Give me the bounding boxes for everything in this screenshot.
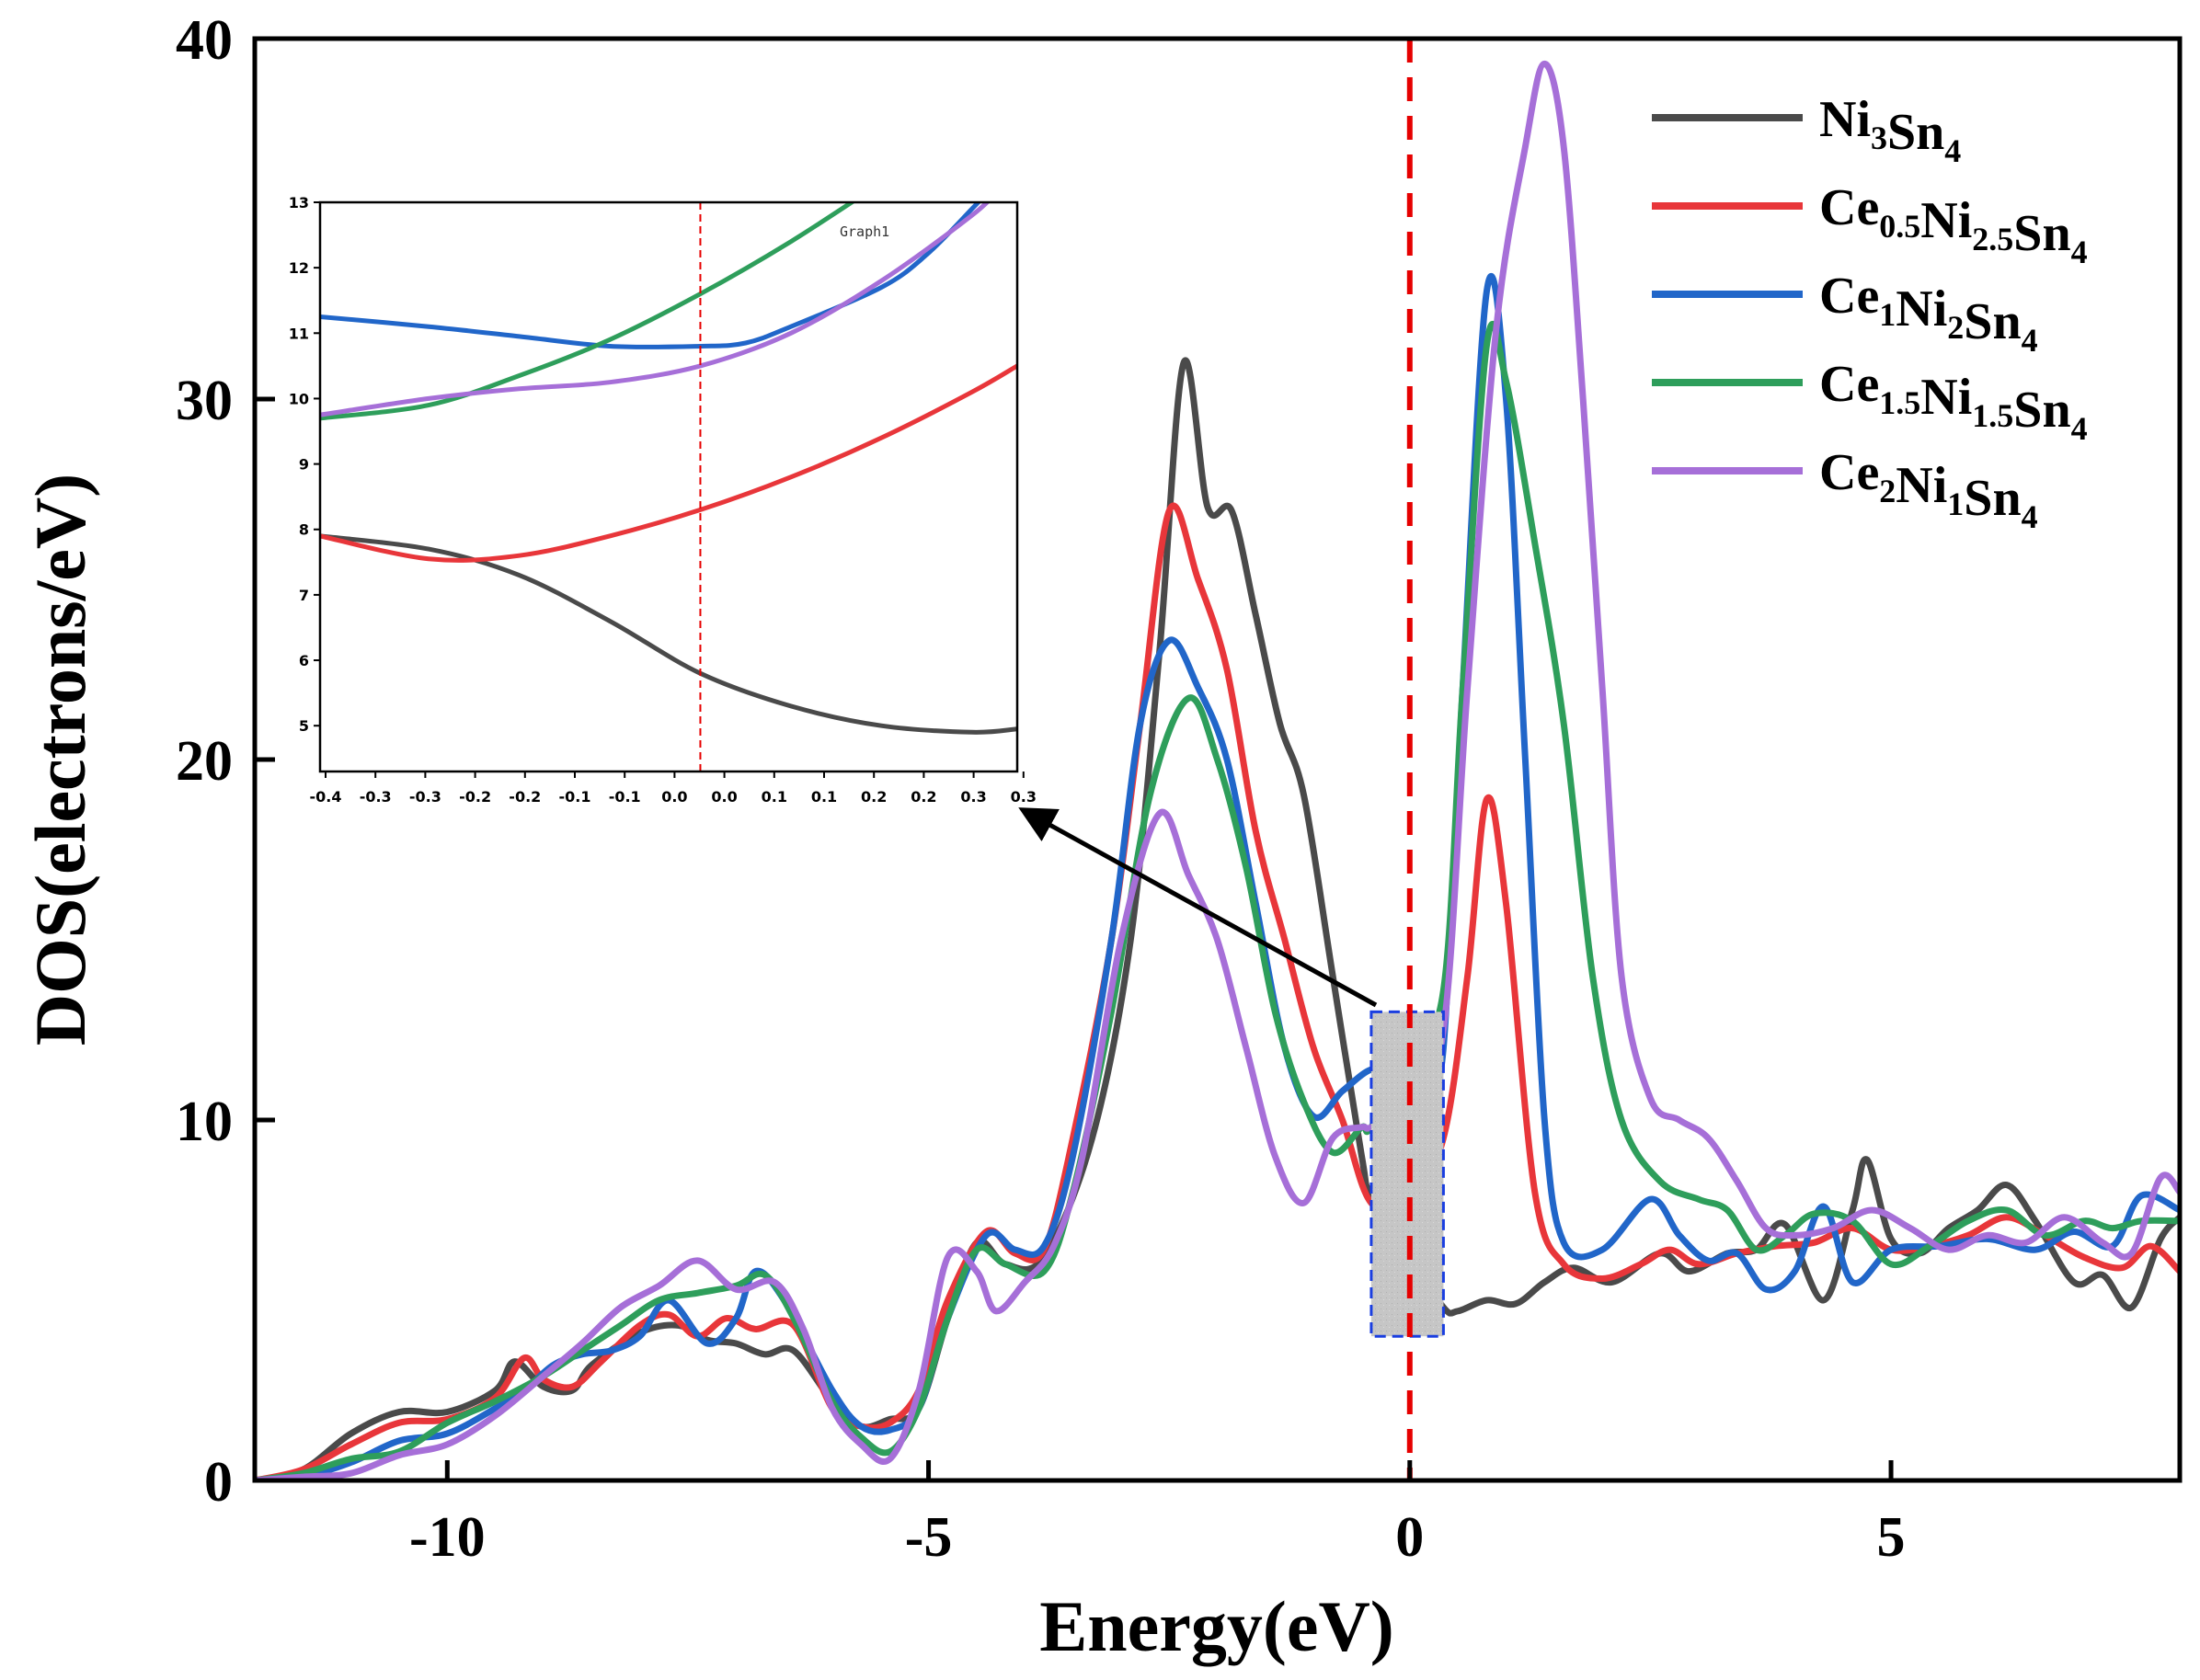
x-tick-label: 5 [1877, 1506, 1906, 1569]
inset-y-tick-label: 6 [299, 652, 309, 669]
legend-label-1: Ni3Sn4 [1819, 91, 1961, 169]
inset-x-tick-label: 0.2 [861, 788, 887, 806]
y-tick-label: 10 [176, 1091, 233, 1153]
inset-y-tick-label: 5 [299, 717, 309, 735]
x-tick-label: -5 [905, 1506, 953, 1569]
inset-x-tick-label: 0.3 [1011, 788, 1037, 806]
inset-x-tick-label: 0.2 [911, 788, 936, 806]
inset-y-tick-label: 7 [299, 587, 309, 604]
inset-x-tick-label: -0.3 [409, 788, 441, 806]
legend-label-2: Ce0.5Ni2.5Sn4 [1819, 179, 2088, 270]
inset-x-tick-label: -0.1 [559, 788, 591, 806]
legend-label-5: Ce2Ni1Sn4 [1819, 444, 2038, 535]
inset-y-tick-label: 11 [289, 325, 309, 342]
inset-x-tick-label: 0.1 [811, 788, 837, 806]
inset-x-tick-label: -0.2 [509, 788, 541, 806]
inset-graph-label: Graph1 [840, 223, 889, 240]
inset-x-tick-label: -0.2 [459, 788, 491, 806]
y-tick-label: 30 [176, 370, 233, 432]
y-tick-label: 0 [204, 1451, 233, 1514]
inset-x-tick-label: 0.0 [711, 788, 737, 806]
x-axis-title: Energy(eV) [1039, 1586, 1394, 1666]
y-axis-title: DOS(electrons/eV) [20, 474, 100, 1046]
inset-y-tick-label: 12 [289, 259, 309, 277]
legend-label-3: Ce1Ni2Sn4 [1819, 268, 2038, 359]
inset-y-tick-label: 10 [289, 390, 309, 407]
y-tick-label: 20 [176, 730, 233, 793]
inset-y-tick-label: 8 [299, 521, 309, 539]
inset-x-tick-label: 0.1 [762, 788, 787, 806]
x-tick-label: -10 [409, 1506, 486, 1569]
x-tick-label: 0 [1395, 1506, 1424, 1569]
inset-x-tick-label: -0.3 [360, 788, 392, 806]
dos-chart: -10 -5 0 5 0 10 20 30 40 Energy(eV) DOS(electron… [0, 0, 2200, 1680]
inset-y-tick-label: 13 [289, 194, 309, 211]
inset-y-tick-label: 9 [299, 456, 309, 474]
inset-x-tick-label: -0.1 [609, 788, 641, 806]
inset-background [320, 202, 1017, 771]
legend-label-4: Ce1.5Ni1.5Sn4 [1819, 356, 2088, 447]
inset-x-tick-label: 0.0 [661, 788, 687, 806]
y-tick-label: 40 [176, 9, 233, 72]
inset-x-tick-label: -0.4 [310, 788, 342, 806]
legend: Ni3Sn4 Ce0.5Ni2.5Sn4Ce1Ni2Sn4Ce1.5Ni1.5Sn… [1652, 91, 2088, 535]
inset-x-tick-label: 0.3 [960, 788, 986, 806]
